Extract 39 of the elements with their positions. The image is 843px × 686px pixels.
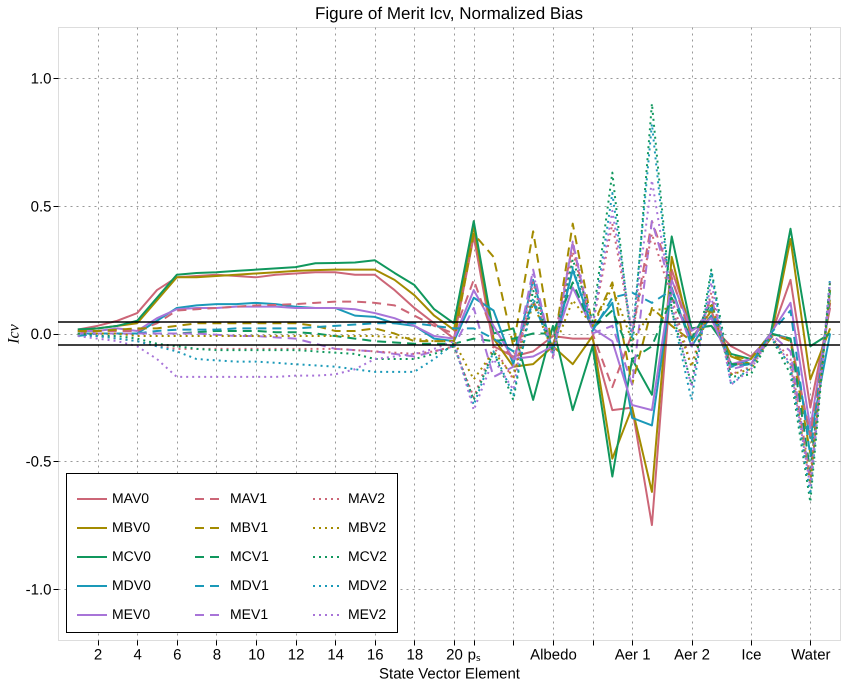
legend-label: MDV2: [348, 577, 388, 593]
legend-label: MCV1: [230, 548, 270, 564]
y-tick-label: 0.5: [30, 198, 52, 216]
legend-label: MAV0: [112, 490, 150, 506]
x-tick-label: 2: [94, 646, 102, 664]
legend-label: MCV0: [112, 548, 152, 564]
x-tick-label: Aer 2: [674, 646, 710, 664]
x-tick-label: Aer 1: [614, 646, 651, 664]
x-tick-label: 10: [248, 646, 265, 664]
legend-label: MCV2: [348, 548, 388, 564]
legend-label: MBV0: [112, 519, 150, 535]
x-tick-label: Ice: [741, 646, 762, 664]
x-tick-label: 6: [173, 646, 182, 664]
chart-title: Figure of Merit Icv, Normalized Bias: [315, 4, 583, 23]
x-axis-title: State Vector Element: [379, 666, 521, 682]
y-tick-label: -0.5: [26, 454, 52, 471]
legend-label: MEV0: [112, 606, 150, 622]
y-tick-label: -1.0: [26, 581, 52, 598]
x-tick-label: 18: [406, 646, 424, 664]
legend-label: MBV2: [348, 519, 386, 535]
x-tick-label: 12: [288, 646, 304, 664]
legend-label: MBV1: [230, 519, 268, 535]
x-tick-label: 16: [366, 646, 384, 664]
y-tick-label: 1.0: [30, 70, 52, 88]
y-axis-title: Icv: [6, 323, 23, 345]
y-tick-label: 0.0: [30, 326, 52, 343]
x-tick-label: 14: [327, 646, 344, 664]
x-tick-label: 4: [134, 646, 142, 664]
legend-label: MEV1: [230, 606, 268, 622]
legend-label: MEV2: [348, 606, 386, 622]
legend-label: MAV1: [230, 490, 268, 506]
x-tick-label: 8: [212, 646, 222, 664]
legend-label: MDV1: [230, 577, 270, 593]
x-tick-label: Water: [791, 646, 831, 664]
x-tick-label: Albedo: [530, 646, 577, 664]
legend-label: MAV2: [348, 490, 386, 506]
legend-label: MDV0: [112, 577, 152, 593]
x-tick-label: pₛ: [468, 646, 481, 664]
x-tick-label: 20: [446, 646, 463, 664]
